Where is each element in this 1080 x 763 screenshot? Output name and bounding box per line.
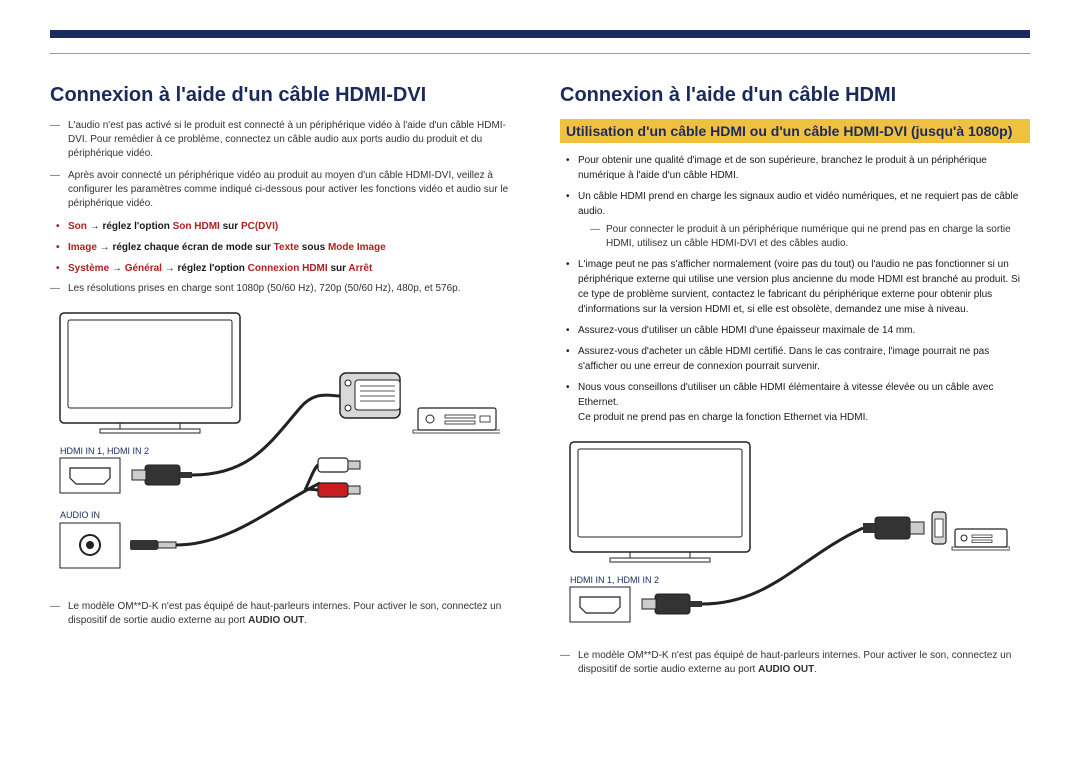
left-note3: Les résolutions prises en charge sont 10…	[50, 282, 520, 296]
left-config-bullets: Son → réglez l'option Son HDMI sur PC(DV…	[50, 219, 520, 276]
right-bullets: Pour obtenir une qualité d'image et de s…	[560, 153, 1030, 425]
right-subnote: Pour connecter le produit à un périphéri…	[578, 223, 1030, 251]
left-footnote: Le modèle OM**D-K n'est pas équipé de ha…	[50, 600, 520, 628]
left-column: Connexion à l'aide d'un câble HDMI-DVI L…	[50, 84, 520, 685]
right-bullet-1: Pour obtenir une qualité d'image et de s…	[578, 153, 1030, 183]
right-bullet-6: Nous vous conseillons d'utiliser un câbl…	[578, 380, 1030, 425]
left-note1: L'audio n'est pas activé si le produit e…	[50, 119, 520, 161]
bullet-systeme: Système → Général → réglez l'option Conn…	[68, 261, 520, 276]
right-bullet-2: Un câble HDMI prend en charge les signau…	[578, 189, 1030, 251]
hdmi-diagram: HDMI IN 1, HDMI IN 2	[560, 437, 1030, 637]
right-bullet-5: Assurez-vous d'acheter un câble HDMI cer…	[578, 344, 1030, 374]
two-column-layout: Connexion à l'aide d'un câble HDMI-DVI L…	[50, 84, 1030, 685]
right-heading: Connexion à l'aide d'un câble HDMI	[560, 84, 1030, 107]
left-heading: Connexion à l'aide d'un câble HDMI-DVI	[50, 84, 520, 107]
port-audio-label: AUDIO IN	[60, 510, 100, 520]
header-rule	[50, 30, 1030, 54]
right-column: Connexion à l'aide d'un câble HDMI Utili…	[560, 84, 1030, 685]
right-bullet-3: L'image peut ne pas s'afficher normaleme…	[578, 257, 1030, 317]
right-subheading: Utilisation d'un câble HDMI ou d'un câbl…	[560, 119, 1030, 143]
bullet-image: Image → réglez chaque écran de mode sur …	[68, 240, 520, 255]
left-note2: Après avoir connecté un périphérique vid…	[50, 169, 520, 211]
port-hdmi-label-right: HDMI IN 1, HDMI IN 2	[570, 575, 659, 585]
hdmi-dvi-diagram: HDMI IN 1, HDMI IN 2 AUDIO IN	[50, 308, 520, 588]
right-footnote: Le modèle OM**D-K n'est pas équipé de ha…	[560, 649, 1030, 677]
right-bullet-4: Assurez-vous d'utiliser un câble HDMI d'…	[578, 323, 1030, 338]
port-hdmi-label: HDMI IN 1, HDMI IN 2	[60, 446, 149, 456]
bullet-son: Son → réglez l'option Son HDMI sur PC(DV…	[68, 219, 520, 234]
